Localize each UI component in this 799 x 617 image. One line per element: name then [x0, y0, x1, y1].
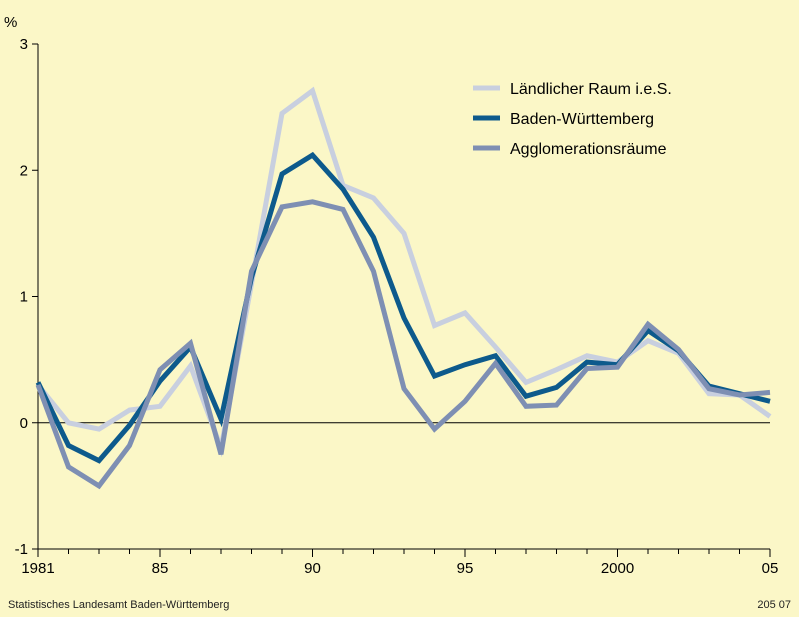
- legend-label-2: Baden-Württemberg: [510, 111, 654, 128]
- y-tick-label: 0: [20, 415, 28, 432]
- source-note: Statistisches Landesamt Baden-Württember…: [8, 599, 230, 611]
- x-tick-label: 1981: [21, 560, 54, 577]
- series-line-1: [36, 86, 772, 458]
- legend-label-3: Agglomerationsräume: [510, 141, 667, 158]
- x-tick-label: 05: [762, 560, 779, 577]
- x-tick-label: 95: [457, 560, 474, 577]
- y-tick-label: -1: [15, 541, 28, 558]
- chart-code: 205 07: [757, 599, 791, 611]
- line-chart: -1 0 1 2 3% 1981 85 90 95 2000 05 Ländlicher Raum i…: [4, 14, 779, 577]
- legend-label-1: Ländlicher Raum i.e.S.: [510, 81, 672, 98]
- y-tick-label: 1: [20, 289, 28, 306]
- x-tick-label: 85: [152, 560, 169, 577]
- y-tick-label: 2: [20, 162, 28, 179]
- y-axis-unit: %: [4, 14, 17, 31]
- x-tick-label: 90: [304, 560, 321, 577]
- y-tick-label: 3: [20, 36, 28, 53]
- series-line-2: [35, 151, 771, 464]
- x-tick-label: 2000: [601, 560, 634, 577]
- series-line-3: [35, 199, 771, 490]
